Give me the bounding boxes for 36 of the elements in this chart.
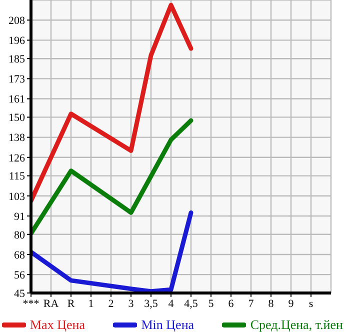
legend-label: Сред.Цена, т.йен [249, 317, 343, 333]
x-tick-label: *** [22, 298, 40, 310]
legend-label: Min Цена [140, 317, 194, 333]
y-tick-label: 45 [14, 288, 26, 300]
x-tick-label: 8 [268, 298, 274, 310]
y-tick-label: 103 [8, 190, 26, 203]
x-tick-label: 4 [168, 298, 174, 310]
y-tick-label: 56 [14, 269, 26, 282]
x-tick-label: s [308, 298, 314, 310]
y-tick-label: 115 [8, 170, 26, 183]
y-tick-label: 161 [8, 94, 25, 106]
y-tick-label: 91 [14, 210, 25, 223]
x-tick-label: 2 [108, 298, 114, 310]
x-tick-label: 7 [248, 298, 254, 310]
y-tick-label: 173 [8, 74, 26, 86]
x-tick-label: 3 [128, 298, 134, 310]
legend-label: Max Цена [29, 317, 85, 333]
y-tick-label: 196 [8, 35, 26, 48]
x-tick-label: 4,5 [184, 298, 198, 310]
y-tick-label: 150 [8, 112, 26, 124]
y-tick-label: 80 [14, 229, 26, 242]
x-tick-label: 1 [88, 298, 94, 310]
line-series [31, 210, 194, 293]
y-tick-label: 185 [8, 54, 26, 66]
x-tick-label: 6 [228, 298, 234, 310]
x-tick-label: 9 [288, 298, 294, 310]
line-series [31, 118, 194, 236]
x-tick-label: R [67, 298, 76, 310]
line-series [31, 2, 194, 204]
y-tick-label: 138 [8, 132, 26, 144]
x-tick-label: RA [43, 298, 59, 310]
y-tick-label: 126 [8, 152, 26, 164]
x-tick-label: 5 [208, 298, 214, 310]
y-tick-label: 68 [14, 249, 26, 262]
y-tick-label: 208 [8, 14, 26, 27]
x-tick-label: 3,5 [144, 298, 158, 310]
